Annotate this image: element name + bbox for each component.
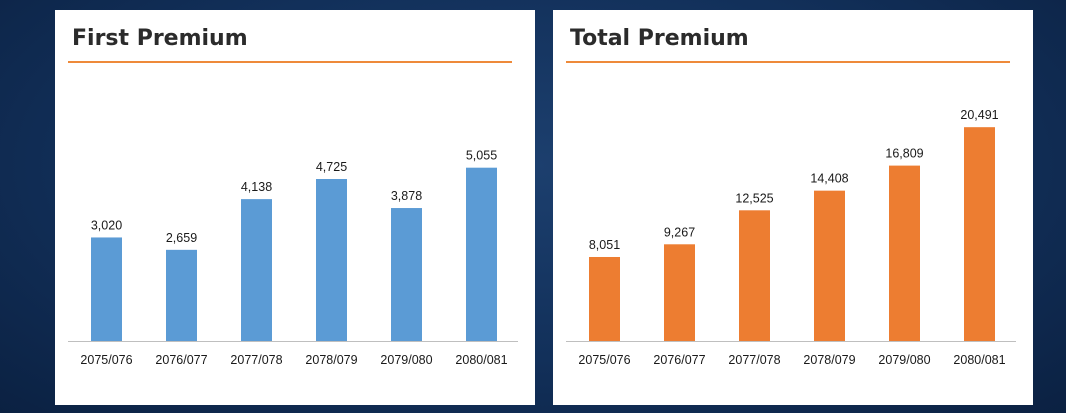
bar-2076-077 bbox=[166, 249, 197, 341]
bar-2077-078 bbox=[241, 199, 272, 341]
x-tick-label: 2078/079 bbox=[305, 353, 357, 367]
first-premium-panel: First Premium 3,020 2075/076 2,659 2076/077… bbox=[55, 10, 535, 405]
x-tick-label: 2080/081 bbox=[953, 353, 1005, 367]
title-divider bbox=[566, 61, 1010, 63]
chart-title: Total Premium bbox=[570, 26, 749, 51]
bar-2077-078 bbox=[739, 210, 770, 341]
data-label: 20,491 bbox=[960, 108, 998, 122]
total-premium-chart: 8,051 2075/076 9,267 2076/077 12,525 2077/078… bbox=[566, 108, 1016, 367]
data-label: 4,725 bbox=[316, 160, 347, 174]
data-label: 2,659 bbox=[166, 231, 197, 245]
data-label: 3,878 bbox=[391, 189, 422, 203]
data-label: 14,408 bbox=[810, 172, 848, 186]
data-label: 3,020 bbox=[91, 218, 122, 232]
bar-2079-080 bbox=[889, 165, 920, 341]
x-tick-label: 2075/076 bbox=[578, 353, 630, 367]
data-label: 8,051 bbox=[589, 238, 620, 252]
data-label: 9,267 bbox=[664, 225, 695, 239]
data-label: 12,525 bbox=[735, 191, 773, 205]
bar-2078-079 bbox=[316, 179, 347, 341]
data-label: 16,809 bbox=[885, 147, 923, 161]
title-divider bbox=[68, 61, 512, 63]
bar-2080-081 bbox=[964, 127, 995, 341]
chart-title: First Premium bbox=[72, 26, 248, 51]
bar-2078-079 bbox=[814, 190, 845, 341]
x-tick-label: 2079/080 bbox=[380, 353, 432, 367]
data-label: 5,055 bbox=[466, 149, 497, 163]
first-premium-chart: 3,020 2075/076 2,659 2076/077 4,138 2077/078 4… bbox=[68, 149, 518, 367]
x-tick-label: 2080/081 bbox=[455, 353, 507, 367]
x-tick-label: 2078/079 bbox=[803, 353, 855, 367]
total-premium-panel: Total Premium 8,051 2075/076 9,267 2076/077… bbox=[553, 10, 1033, 405]
x-tick-label: 2079/080 bbox=[878, 353, 930, 367]
bar-2075-076 bbox=[589, 256, 620, 341]
x-tick-label: 2075/076 bbox=[80, 353, 132, 367]
x-tick-label: 2076/077 bbox=[155, 353, 207, 367]
x-tick-label: 2077/078 bbox=[230, 353, 282, 367]
bar-2080-081 bbox=[466, 167, 497, 341]
x-tick-label: 2076/077 bbox=[653, 353, 705, 367]
bar-2079-080 bbox=[391, 208, 422, 341]
bar-2076-077 bbox=[664, 244, 695, 341]
bar-2075-076 bbox=[91, 237, 122, 341]
x-tick-label: 2077/078 bbox=[728, 353, 780, 367]
data-label: 4,138 bbox=[241, 180, 272, 194]
